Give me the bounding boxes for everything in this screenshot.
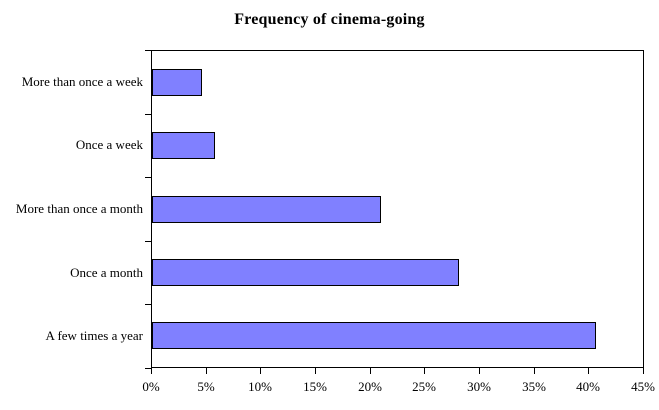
bar: [152, 69, 203, 97]
bar: [152, 258, 459, 286]
x-tick-label: 40%: [576, 379, 600, 394]
y-tick: [145, 241, 151, 242]
x-tick-label: 15%: [303, 379, 327, 394]
x-tick: [260, 368, 261, 374]
x-tick: [370, 368, 371, 374]
chart-title: Frequency of cinema-going: [234, 11, 425, 28]
x-tick-label: 35%: [522, 379, 546, 394]
y-tick: [145, 304, 151, 305]
y-tick: [145, 114, 151, 115]
x-tick: [151, 368, 152, 374]
x-tick: [206, 368, 207, 374]
category-label: A few times a year: [45, 328, 143, 344]
x-tick: [424, 368, 425, 374]
x-tick: [479, 368, 480, 374]
x-tick-label: 25%: [412, 379, 436, 394]
y-tick: [145, 177, 151, 178]
y-tick: [145, 368, 151, 369]
bar: [152, 195, 382, 223]
bar: [152, 132, 216, 160]
category-label: More than once a week: [21, 73, 143, 89]
x-tick-label: 10%: [248, 379, 272, 394]
x-tick: [643, 368, 644, 374]
x-tick: [588, 368, 589, 374]
category-label: More than once a month: [15, 200, 143, 216]
bar: [152, 321, 597, 349]
x-tick: [534, 368, 535, 374]
x-tick: [315, 368, 316, 374]
category-label: Once a week: [75, 137, 143, 153]
category-label: Once a month: [70, 264, 143, 280]
x-tick-label: 20%: [358, 379, 382, 394]
plot-area: [151, 50, 644, 368]
category-axis-labels: More than once a week Once a week More tha…: [0, 50, 143, 368]
x-tick-label: 0%: [142, 379, 160, 394]
x-tick-label: 30%: [467, 379, 491, 394]
y-tick: [145, 50, 151, 51]
x-tick-label: 5%: [197, 379, 215, 394]
x-tick-label: 45%: [631, 379, 655, 394]
